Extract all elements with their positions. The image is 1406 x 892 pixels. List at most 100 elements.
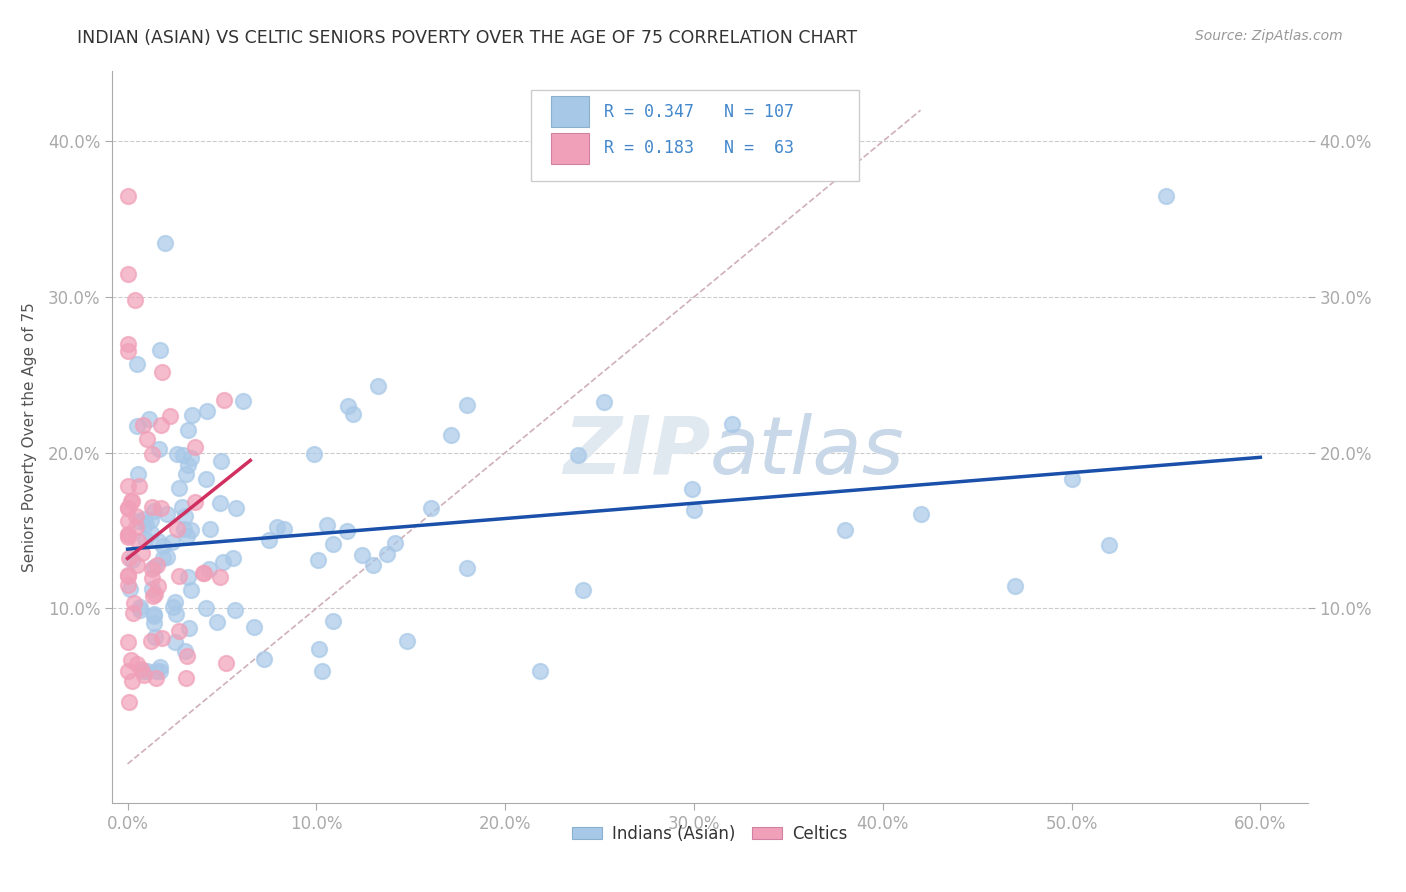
- Point: [350, 548, 373, 562]
- Point: [336, 524, 359, 538]
- Point: [118, 695, 141, 709]
- Point: [120, 653, 142, 667]
- Point: [121, 673, 143, 688]
- Text: ZIP: ZIP: [562, 413, 710, 491]
- Point: [184, 495, 207, 509]
- Point: [342, 408, 364, 422]
- Point: [122, 606, 145, 620]
- Point: [142, 589, 165, 603]
- Point: [215, 656, 238, 670]
- Point: [194, 600, 217, 615]
- Point: [174, 644, 197, 658]
- Point: [242, 620, 264, 634]
- Point: [683, 503, 706, 517]
- Point: [141, 562, 163, 576]
- Point: [127, 358, 149, 372]
- Point: [149, 660, 172, 674]
- Point: [117, 635, 139, 649]
- Point: [212, 555, 235, 569]
- Text: R = 0.347   N = 107: R = 0.347 N = 107: [603, 103, 793, 120]
- Point: [117, 527, 139, 541]
- Point: [143, 630, 166, 644]
- Point: [529, 664, 551, 678]
- Point: [132, 512, 155, 526]
- Point: [152, 539, 174, 553]
- Point: [172, 500, 194, 515]
- Point: [1154, 189, 1177, 203]
- Point: [195, 404, 218, 418]
- Point: [145, 671, 167, 685]
- Point: [141, 634, 163, 648]
- Point: [200, 522, 222, 536]
- Point: [150, 500, 173, 515]
- Point: [308, 642, 330, 657]
- Point: [311, 664, 333, 678]
- Point: [177, 458, 200, 472]
- Point: [180, 583, 202, 598]
- Point: [367, 378, 389, 392]
- Point: [167, 481, 190, 495]
- Point: [177, 423, 200, 437]
- Point: [259, 533, 281, 547]
- Text: atlas: atlas: [710, 413, 905, 491]
- Point: [169, 624, 191, 638]
- Point: [134, 532, 156, 546]
- Point: [152, 550, 174, 565]
- Point: [122, 596, 145, 610]
- Point: [163, 635, 186, 649]
- Point: [266, 520, 288, 534]
- Point: [176, 529, 198, 543]
- Point: [681, 482, 703, 496]
- Point: [141, 571, 163, 585]
- Point: [322, 615, 344, 629]
- Point: [205, 615, 228, 630]
- Point: [125, 558, 148, 572]
- Point: [166, 447, 188, 461]
- Point: [180, 408, 202, 422]
- Point: [336, 400, 359, 414]
- Point: [117, 267, 139, 281]
- Point: [124, 293, 146, 307]
- Point: [567, 448, 589, 462]
- Point: [173, 522, 195, 536]
- Point: [141, 513, 163, 527]
- Point: [149, 417, 172, 432]
- Point: [118, 550, 141, 565]
- Point: [120, 582, 142, 596]
- Point: [273, 522, 295, 536]
- Point: [135, 432, 157, 446]
- Point: [209, 454, 232, 468]
- Point: [117, 336, 139, 351]
- Point: [253, 652, 276, 666]
- Point: [132, 664, 155, 678]
- Point: [209, 496, 232, 510]
- Point: [315, 518, 337, 533]
- Legend: Indians (Asian), Celtics: Indians (Asian), Celtics: [565, 818, 855, 849]
- FancyBboxPatch shape: [551, 96, 589, 127]
- Point: [117, 526, 139, 541]
- Point: [142, 504, 165, 518]
- Point: [363, 558, 385, 572]
- Point: [191, 566, 214, 580]
- Point: [384, 536, 406, 550]
- Point: [176, 648, 198, 663]
- Point: [128, 514, 150, 528]
- Point: [165, 607, 187, 621]
- Point: [156, 550, 179, 565]
- Point: [149, 343, 172, 357]
- Point: [224, 603, 246, 617]
- Point: [141, 500, 163, 515]
- Point: [193, 566, 215, 580]
- Point: [208, 570, 231, 584]
- Point: [1004, 579, 1026, 593]
- Point: [174, 671, 197, 685]
- FancyBboxPatch shape: [531, 90, 859, 181]
- Point: [128, 467, 150, 482]
- Point: [571, 582, 593, 597]
- Point: [142, 608, 165, 623]
- Point: [146, 579, 169, 593]
- Point: [212, 392, 235, 407]
- Text: R = 0.183   N =  63: R = 0.183 N = 63: [603, 139, 793, 157]
- Point: [127, 657, 149, 672]
- Point: [128, 599, 150, 614]
